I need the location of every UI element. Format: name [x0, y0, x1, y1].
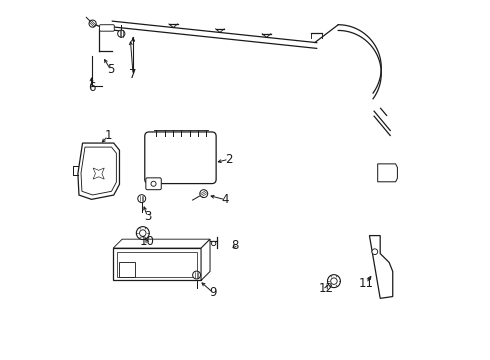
Polygon shape	[201, 239, 210, 280]
Circle shape	[212, 241, 216, 246]
Text: 2: 2	[225, 153, 233, 166]
Circle shape	[327, 275, 341, 288]
Polygon shape	[81, 147, 116, 195]
Polygon shape	[113, 239, 210, 248]
Polygon shape	[113, 248, 201, 280]
Circle shape	[151, 181, 156, 186]
FancyBboxPatch shape	[99, 25, 114, 31]
Text: 5: 5	[107, 63, 114, 76]
Circle shape	[89, 20, 96, 27]
Text: 9: 9	[210, 287, 217, 300]
Circle shape	[200, 190, 208, 198]
Polygon shape	[93, 168, 104, 179]
Bar	[117, 252, 197, 277]
Polygon shape	[78, 143, 120, 199]
Text: 1: 1	[104, 129, 112, 143]
Circle shape	[193, 271, 200, 279]
Text: 12: 12	[318, 282, 334, 295]
Circle shape	[136, 226, 149, 239]
Circle shape	[140, 230, 146, 236]
Circle shape	[372, 249, 378, 255]
Text: 6: 6	[88, 81, 95, 94]
Text: 3: 3	[144, 210, 151, 223]
Text: 10: 10	[140, 235, 154, 248]
Bar	[119, 262, 135, 277]
FancyBboxPatch shape	[146, 178, 161, 190]
FancyBboxPatch shape	[145, 132, 216, 184]
Circle shape	[331, 278, 337, 284]
Polygon shape	[369, 235, 393, 298]
Text: 7: 7	[129, 68, 137, 81]
Circle shape	[118, 30, 125, 37]
Polygon shape	[378, 164, 397, 182]
Text: 11: 11	[359, 277, 374, 290]
Circle shape	[138, 195, 146, 203]
Text: 4: 4	[221, 193, 229, 206]
Text: 8: 8	[232, 239, 239, 252]
